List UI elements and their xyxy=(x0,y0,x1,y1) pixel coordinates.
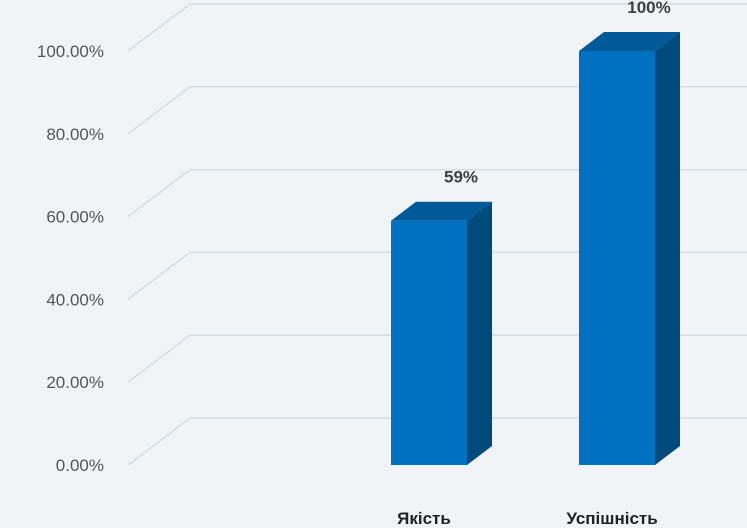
gridline xyxy=(127,168,747,218)
bar-front-face xyxy=(579,51,655,465)
category-label: Якість xyxy=(397,509,451,528)
bar-2 xyxy=(579,32,680,465)
bar-1 xyxy=(391,201,492,466)
bars xyxy=(391,32,680,466)
bar-side-face xyxy=(655,32,680,465)
bar-front-face xyxy=(391,220,467,465)
y-tick-label: 100.00% xyxy=(37,42,104,61)
y-tick-label: 0.00% xyxy=(56,456,104,475)
bar-top-face xyxy=(391,201,492,221)
bar-side-face xyxy=(467,201,492,466)
y-tick-label: 80.00% xyxy=(46,125,104,144)
y-axis-tick-labels: 0.00% 20.00% 40.00% 60.00% 80.00% 100.00% xyxy=(37,42,104,475)
y-tick-label: 60.00% xyxy=(46,208,104,227)
bar-top-face xyxy=(579,32,680,51)
data-labels: 59% 100% xyxy=(444,0,671,187)
x-axis-category-labels: Якість Успішність xyxy=(397,509,658,528)
gridline xyxy=(127,3,747,52)
data-label: 100% xyxy=(627,0,670,17)
gridlines xyxy=(127,3,747,466)
gridline xyxy=(127,334,747,383)
gridline xyxy=(127,86,747,135)
y-tick-label: 20.00% xyxy=(46,373,104,392)
y-tick-label: 40.00% xyxy=(46,290,104,309)
gridline xyxy=(127,251,747,300)
category-label: Успішність xyxy=(566,509,657,528)
gridline xyxy=(127,417,747,466)
data-label: 59% xyxy=(444,168,478,187)
